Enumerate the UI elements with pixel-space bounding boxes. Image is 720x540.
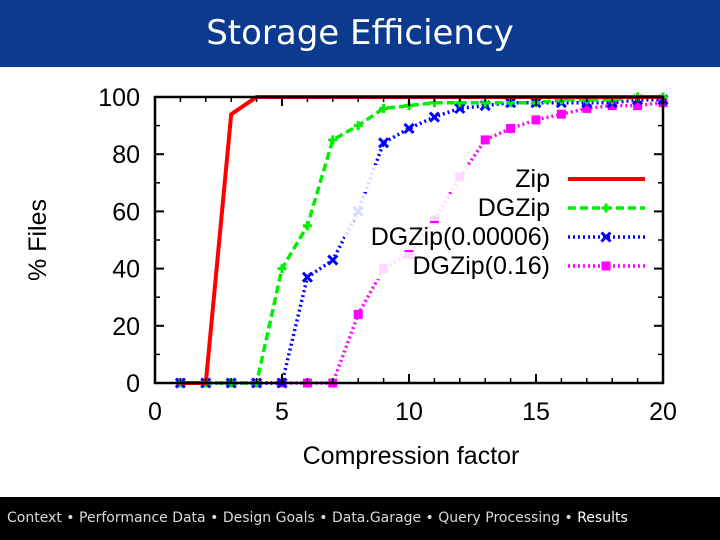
legend-marker (600, 231, 612, 243)
data-point (277, 264, 287, 274)
chart-svg: 0 5 10 15 20 0 20 40 60 80 100 Compression factor % … (24, 84, 677, 470)
footer-nav-item[interactable]: Performance Data (79, 510, 206, 526)
data-point (328, 135, 338, 145)
data-point (327, 254, 339, 266)
y-tick-label: 20 (112, 313, 140, 341)
data-point (607, 101, 617, 111)
data-point (428, 111, 440, 123)
data-point (301, 271, 313, 283)
footer-nav-item[interactable]: Query Processing (438, 510, 561, 526)
footer-nav-item[interactable]: Context (7, 510, 62, 526)
slide-footer-nav: Context • Performance Data • Design Goal… (0, 497, 720, 540)
legend-entry-3: DGZip(0.16) (345, 252, 645, 280)
chart-axes: 0 5 10 15 20 0 20 40 60 80 100 Compression factor % … (24, 84, 677, 470)
data-point (353, 121, 363, 131)
legend-label: DGZip (478, 194, 550, 222)
legend-label: DGZip(0.16) (412, 252, 550, 280)
data-point (353, 309, 363, 319)
data-point (454, 102, 466, 115)
x-tick-label: 0 (148, 398, 162, 426)
x-tick-label: 20 (649, 398, 677, 426)
y-tick-label: 40 (112, 256, 140, 284)
footer-separator: • (61, 510, 80, 526)
legend-entry-2: DGZip(0.00006) (345, 223, 645, 251)
legend-marker (601, 203, 611, 213)
legend-bg (345, 223, 553, 250)
x-tick-label: 15 (522, 398, 550, 426)
y-tick-label: 60 (112, 198, 140, 226)
legend-label: Zip (515, 165, 550, 193)
slide-header: Storage Efficiency (0, 0, 720, 67)
footer-nav-item[interactable]: Data.Garage (331, 510, 422, 526)
legend-entry-0: Zip (345, 165, 645, 193)
footer-separator: • (205, 510, 223, 526)
data-point (582, 103, 592, 113)
data-point (506, 123, 516, 133)
y-tick-label: 0 (126, 370, 140, 398)
data-point (378, 137, 390, 149)
footer-separator: • (560, 510, 578, 526)
legend-label: DGZip(0.00006) (371, 223, 550, 251)
legend-marker (601, 261, 611, 271)
legend-bg (345, 194, 553, 221)
y-tick-label: 80 (112, 141, 140, 169)
x-tick-label: 10 (395, 398, 423, 426)
data-point (556, 109, 566, 119)
x-axis-label: Compression factor (303, 442, 520, 470)
data-point (531, 115, 541, 125)
data-point (302, 221, 312, 231)
legend-entry-1: DGZip (345, 194, 645, 222)
footer-nav-item[interactable]: Results (577, 510, 628, 526)
data-point (403, 122, 415, 135)
y-axis-label: % Files (24, 199, 52, 281)
footer-separator: • (421, 510, 439, 526)
footer-nav-item[interactable]: Design Goals (222, 510, 315, 526)
legend-bg (345, 252, 553, 279)
x-tick-label: 5 (275, 398, 289, 426)
footer-separator: • (314, 510, 332, 526)
data-point (379, 103, 389, 113)
data-point (633, 101, 643, 111)
slide-title: Storage Efficiency (206, 13, 514, 53)
chart-area: 0 5 10 15 20 0 20 40 60 80 100 Compression factor % … (0, 67, 720, 497)
legend-bg (345, 165, 553, 192)
data-point (480, 135, 490, 145)
y-tick-label: 100 (98, 84, 140, 112)
